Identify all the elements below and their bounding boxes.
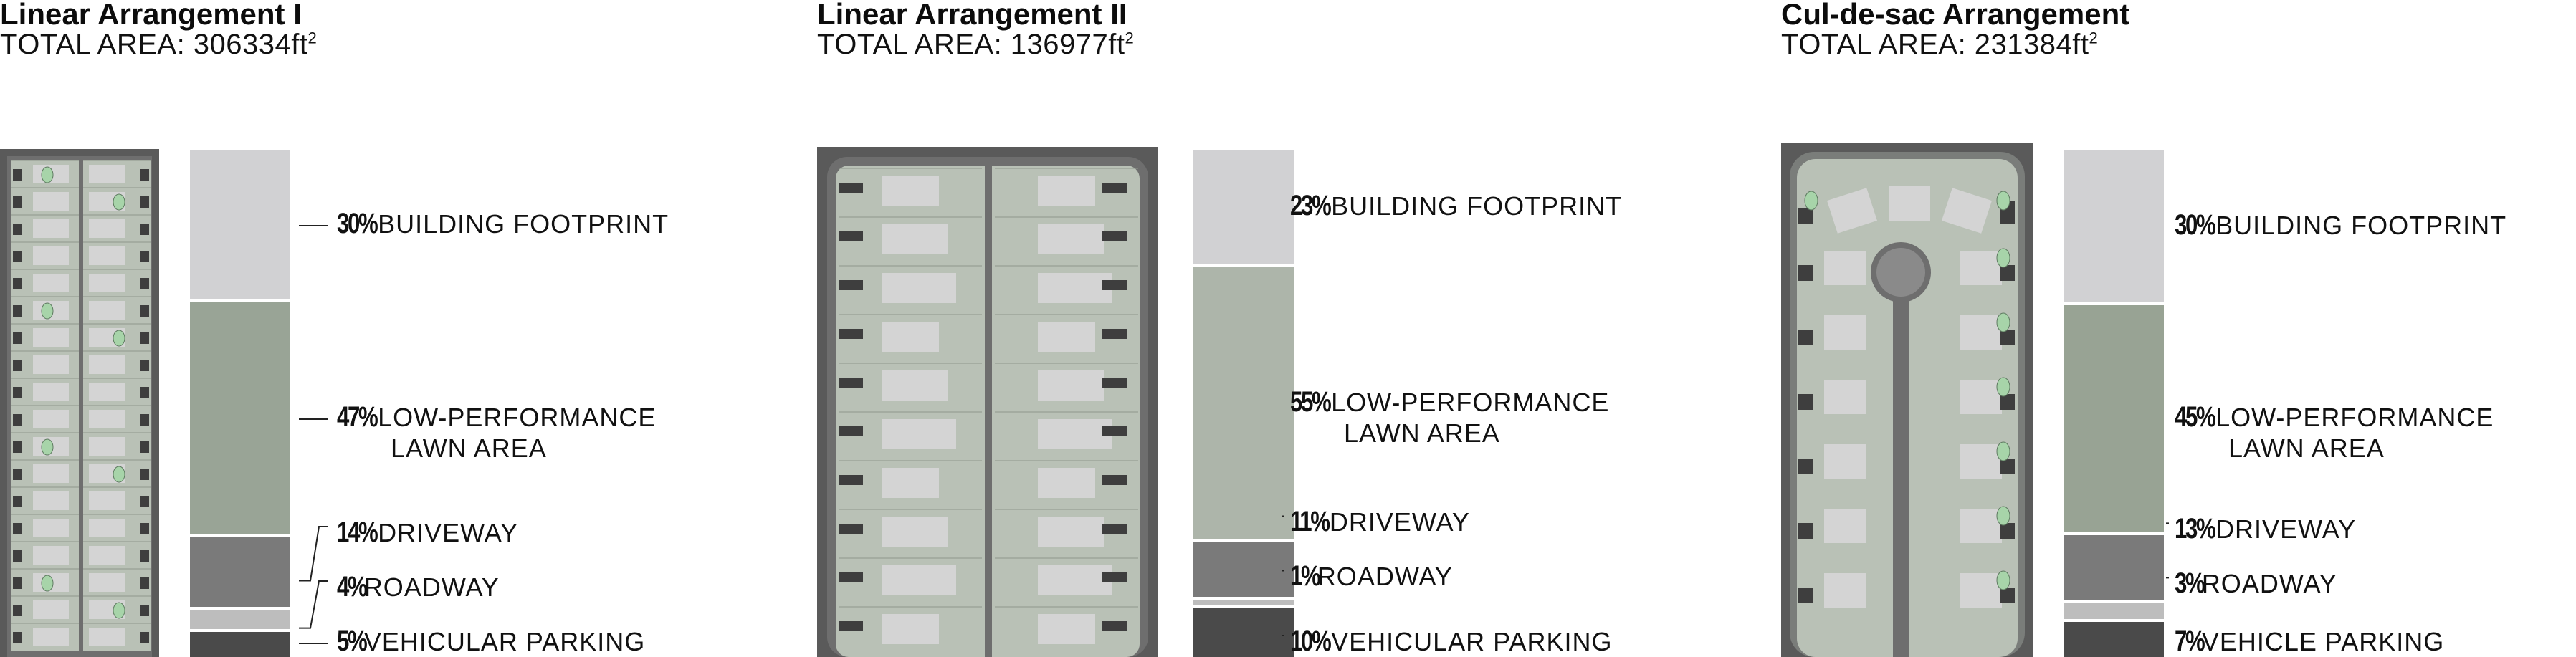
segment-low-performance <box>2064 304 2164 532</box>
panel-linear-arrangement-1: Linear Arrangement I TOTAL AREA: 306334f… <box>0 0 788 657</box>
segment-percentage: 55% <box>1290 385 1332 418</box>
panel-title: Linear Arrangement I <box>0 0 302 31</box>
segment-label: 55%LOW-PERFORMANCE LAWN AREA <box>1290 388 1609 446</box>
segment-low-performance <box>1193 267 1294 539</box>
segment-percentage: 7% <box>2175 625 2205 657</box>
panel-title: Linear Arrangement II <box>817 0 1127 31</box>
segment-building-footprint <box>190 150 290 299</box>
segment-name-line-2: LAWN AREA <box>1344 418 1500 448</box>
segment-percentage: 11% <box>1290 506 1330 538</box>
site-plan-linear-2 <box>817 147 1158 657</box>
area-breakdown-bar <box>2064 150 2164 657</box>
segment-name: BUILDING FOOTPRINT <box>378 208 669 239</box>
panel-cul-de-sac: Cul-de-sac Arrangement TOTAL AREA: 23138… <box>1781 0 2576 657</box>
segment-roadway <box>1193 599 1294 605</box>
segment-driveway <box>2064 534 2164 601</box>
panel-title: Cul-de-sac Arrangement <box>1781 0 2130 31</box>
segment-name: DRIVEWAY <box>378 518 519 547</box>
leader-line <box>299 224 328 226</box>
leader-line <box>1282 635 1284 636</box>
segment-name: BUILDING FOOTPRINT <box>1331 191 1623 221</box>
total-area: TOTAL AREA: 231384ft2 <box>1781 29 2099 60</box>
segment-name-line-2: LAWN AREA <box>2228 433 2385 464</box>
segment-roadway <box>2064 603 2164 619</box>
segment-label: 14%DRIVEWAY <box>337 518 518 547</box>
leader-line <box>299 643 328 644</box>
segment-percentage: 10% <box>1290 625 1332 657</box>
segment-percentage: 30% <box>337 207 378 239</box>
segment-label: 10%VEHICULAR PARKING <box>1290 627 1612 656</box>
segment-percentage: 30% <box>2175 208 2216 241</box>
segment-name: BUILDING FOOTPRINT <box>2215 210 2507 240</box>
segment-driveway <box>190 537 290 607</box>
site-plan-cul-de-sac <box>1781 143 2033 657</box>
segment-roadway <box>190 609 290 630</box>
site-plan-linear-1 <box>0 149 159 657</box>
segment-vehicle-parking <box>2064 621 2164 657</box>
total-area: TOTAL AREA: 136977ft2 <box>817 29 1135 60</box>
segment-percentage: 4% <box>337 571 368 603</box>
segment-percentage: 23% <box>1290 190 1332 222</box>
segment-percentage: 3% <box>2175 567 2205 600</box>
segment-name: ROADWAY <box>2201 569 2337 599</box>
segment-label: 45%LOW-PERFORMANCE LAWN AREA <box>2175 403 2494 461</box>
leader-line <box>299 526 328 582</box>
segment-name: DRIVEWAY <box>1329 507 1470 537</box>
segment-percentage: 14% <box>337 517 378 548</box>
segment-vehicular-parking <box>190 632 290 657</box>
segment-low-performance <box>190 302 290 535</box>
segment-percentage: 5% <box>337 625 368 657</box>
segment-label: 23%BUILDING FOOTPRINT <box>1290 191 1622 220</box>
segment-name: VEHICULAR PARKING <box>1331 627 1613 656</box>
segment-percentage: 1% <box>1290 560 1321 593</box>
segment-label: 5%VEHICULAR PARKING <box>337 627 645 656</box>
segment-label: 13%DRIVEWAY <box>2175 514 2356 543</box>
segment-name-line-2: LAWN AREA <box>391 433 547 463</box>
total-area: TOTAL AREA: 306334ft2 <box>0 29 318 60</box>
segment-driveway <box>1193 542 1294 597</box>
segment-name: VEHICULAR PARKING <box>363 627 646 656</box>
segment-name: ROADWAY <box>363 572 500 602</box>
segment-label: 11%DRIVEWAY <box>1290 507 1470 536</box>
segment-name: LOW-PERFORMANCE <box>2215 403 2494 433</box>
area-breakdown-bar <box>190 150 290 657</box>
segment-name: LOW-PERFORMANCE <box>1331 387 1610 417</box>
segment-label: 3%ROADWAY <box>2175 569 2337 598</box>
segment-name: DRIVEWAY <box>2215 514 2357 545</box>
segment-label: 30%BUILDING FOOTPRINT <box>337 209 669 238</box>
leader-line <box>299 580 328 629</box>
segment-percentage: 45% <box>2175 401 2216 433</box>
segment-label: 1%ROADWAY <box>1290 562 1453 590</box>
segment-vehicular-parking <box>1193 607 1294 657</box>
segment-name: VEHICLE PARKING <box>2201 627 2445 656</box>
segment-name: LOW-PERFORMANCE <box>378 402 657 432</box>
leader-line <box>299 418 328 420</box>
segment-percentage: 47% <box>337 401 378 433</box>
panel-linear-arrangement-2: Linear Arrangement II TOTAL AREA: 136977… <box>817 0 1713 657</box>
segment-percentage: 13% <box>2175 513 2216 545</box>
segment-building-footprint <box>2064 150 2164 302</box>
segment-label: 7%VEHICLE PARKING <box>2175 627 2444 656</box>
segment-label: 4%ROADWAY <box>337 572 500 601</box>
leader-line <box>2166 577 2169 579</box>
segment-building-footprint <box>1193 150 1294 264</box>
segment-label: 30%BUILDING FOOTPRINT <box>2175 211 2506 239</box>
segment-name: ROADWAY <box>1317 562 1453 592</box>
segment-label: 47%LOW-PERFORMANCE LAWN AREA <box>337 403 656 461</box>
area-breakdown-bar <box>1193 150 1294 657</box>
